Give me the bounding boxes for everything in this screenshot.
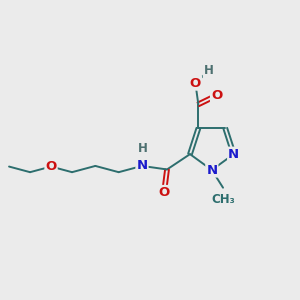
Text: O: O [45, 160, 57, 173]
Text: N: N [206, 164, 218, 176]
Text: N: N [228, 148, 239, 161]
Text: H: H [138, 142, 148, 155]
Text: O: O [190, 76, 201, 90]
Text: N: N [136, 159, 148, 172]
Text: H: H [204, 64, 214, 77]
Text: O: O [211, 89, 222, 102]
Text: O: O [158, 186, 170, 199]
Text: CH₃: CH₃ [212, 193, 236, 206]
